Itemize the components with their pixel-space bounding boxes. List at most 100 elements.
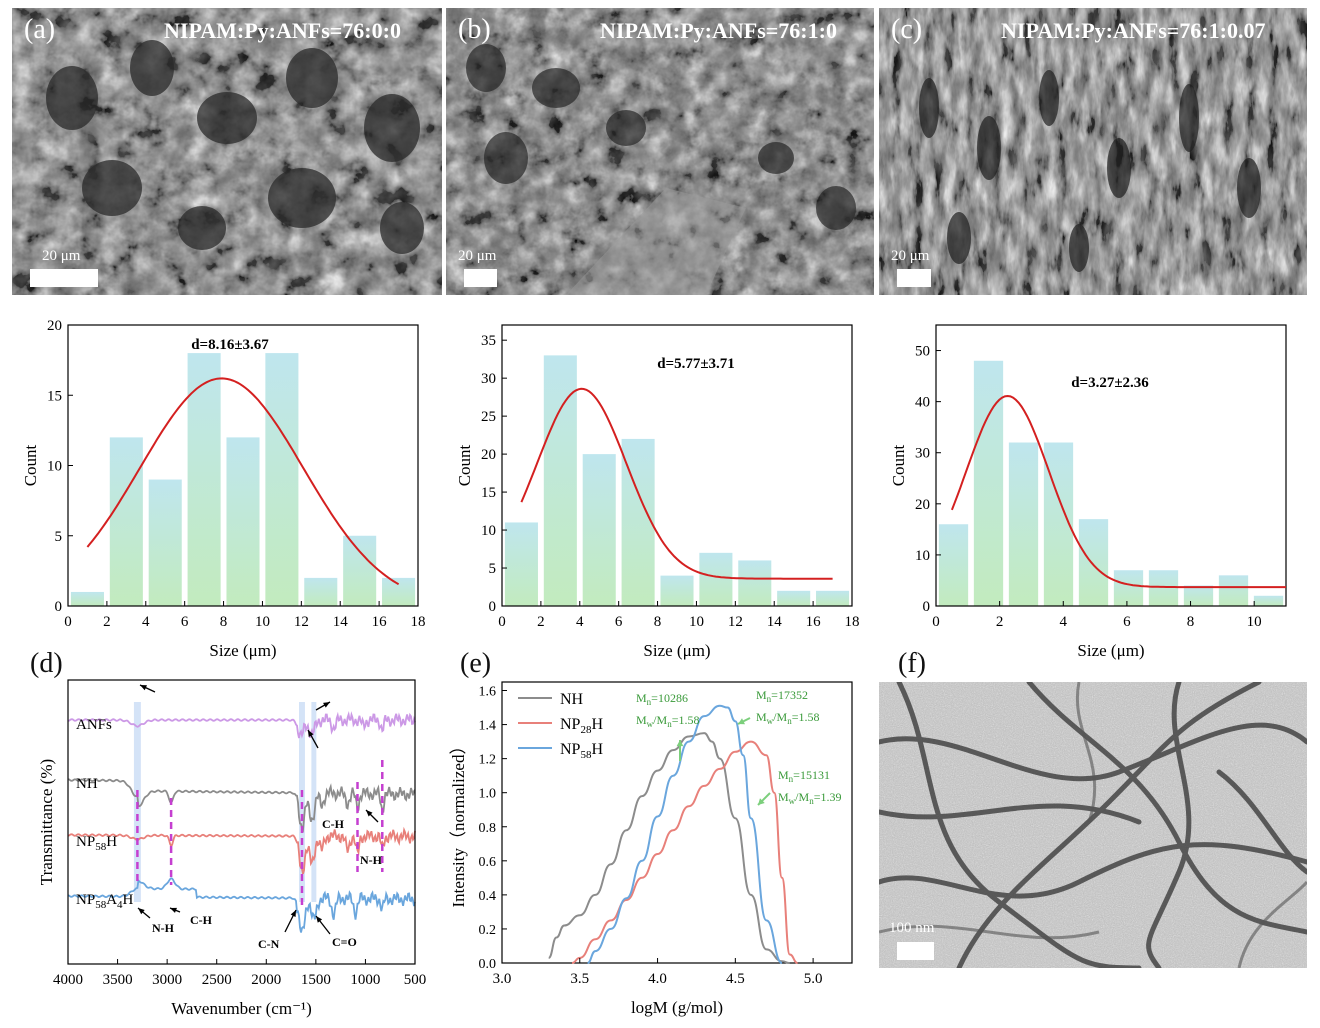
x-axis-label: Size (μm) bbox=[1077, 641, 1144, 660]
arrow-head bbox=[738, 718, 745, 725]
panel-label-f: (f) bbox=[898, 648, 926, 679]
histogram-b: 0 2 4 6 8 10 12 14 16 18 0 5 10 15 20 25 30 35 Size (μm) Co… bbox=[455, 324, 860, 660]
x-tick-label: 10 bbox=[1247, 614, 1262, 630]
panel-label-d: (d) bbox=[30, 648, 63, 679]
arrow-head bbox=[676, 740, 684, 747]
spectrum-line bbox=[67, 826, 416, 875]
pdi-annotation: Mw/Mn=1.39 bbox=[778, 790, 841, 806]
histogram-bar bbox=[382, 577, 416, 606]
histogram-bar bbox=[1148, 570, 1179, 606]
plot-frame bbox=[67, 679, 416, 965]
y-axis-label: Count bbox=[21, 444, 40, 486]
spectrum-line bbox=[67, 877, 416, 933]
x-tick-label: 500 bbox=[404, 972, 427, 988]
x-tick-label: 18 bbox=[845, 614, 860, 630]
histogram-bar bbox=[1253, 595, 1284, 606]
panel-title-b: NIPAM:Py:ANFs=76:1:0 bbox=[600, 18, 837, 43]
x-axis-label: Wavenumber (cm⁻¹) bbox=[171, 999, 312, 1018]
x-tick-label: 3.5 bbox=[570, 971, 589, 987]
histogram-bar bbox=[1078, 519, 1109, 606]
x-tick-label: 3000 bbox=[152, 972, 182, 988]
arrow-head bbox=[308, 730, 314, 737]
arrow-head bbox=[170, 907, 177, 913]
scale-bar-f bbox=[897, 942, 934, 960]
x-tick-label: 18 bbox=[411, 614, 426, 630]
ftir-chart: 4000 3500 3000 2500 2000 1500 1000 500 Wavenumbe… bbox=[37, 679, 427, 1018]
y-tick-label: 0.0 bbox=[479, 957, 497, 972]
histogram-bar bbox=[1218, 575, 1249, 606]
chart-title: d=5.77±3.71 bbox=[657, 356, 735, 372]
x-tick-label: 4 bbox=[142, 614, 150, 630]
arrow-head bbox=[758, 798, 765, 805]
y-axis-label: Transmittance (%) bbox=[37, 759, 56, 885]
x-tick-label: 8 bbox=[1187, 614, 1195, 630]
x-tick-label: 16 bbox=[806, 614, 822, 630]
spectrum-line bbox=[67, 711, 416, 739]
y-tick-label: 0.8 bbox=[479, 821, 497, 836]
sem-image-b: (b) NIPAM:Py:ANFs=76:1:0 20 μm bbox=[446, 8, 874, 295]
x-tick-label: 4 bbox=[576, 614, 584, 630]
series-label: NP58H bbox=[76, 834, 117, 853]
y-tick-label: 0 bbox=[55, 599, 63, 615]
x-tick-label: 4 bbox=[1060, 614, 1068, 630]
pdi-annotation: Mw/Mn=1.58 bbox=[636, 713, 699, 729]
histogram-a: 0 2 4 6 8 10 12 14 16 18 0 5 10 15 20 Size (μm) Count d=8… bbox=[21, 318, 426, 660]
panel-label-a: (a) bbox=[24, 14, 56, 45]
scale-label-b: 20 μm bbox=[458, 248, 497, 264]
y-tick-label: 50 bbox=[915, 344, 930, 360]
sem-image-c: (c) NIPAM:Py:ANFs=76:1:0.07 20 μm bbox=[879, 8, 1307, 295]
series-label: NH bbox=[76, 776, 98, 792]
sem-texture-c bbox=[879, 8, 1307, 295]
histogram-bar bbox=[265, 353, 299, 606]
y-tick-label: 15 bbox=[47, 388, 62, 404]
x-tick-label: 1500 bbox=[301, 972, 331, 988]
x-tick-label: 10 bbox=[689, 614, 704, 630]
x-tick-label: 0 bbox=[64, 614, 72, 630]
scale-label-a: 20 μm bbox=[42, 248, 81, 264]
y-axis-label: Count bbox=[889, 444, 908, 486]
histogram-bar bbox=[816, 590, 850, 606]
y-tick-label: 30 bbox=[481, 371, 496, 387]
legend-label: NP28H bbox=[560, 716, 603, 736]
histogram-bar bbox=[226, 437, 260, 606]
y-axis-label: Count bbox=[455, 444, 474, 486]
y-tick-label: 10 bbox=[481, 523, 496, 539]
histogram-bar bbox=[504, 522, 538, 606]
sem-texture-b bbox=[446, 8, 874, 295]
gaussian-fit-curve bbox=[950, 394, 1286, 589]
peak-annotation: C-H bbox=[190, 913, 213, 927]
x-tick-label: 10 bbox=[255, 614, 270, 630]
highlight-band bbox=[311, 702, 317, 902]
y-tick-label: 20 bbox=[481, 447, 496, 463]
histogram-bar bbox=[938, 524, 969, 606]
sem-image-a: (a) NIPAM:Py:ANFs=76:0:0 20 μm bbox=[12, 8, 442, 295]
mn-annotation: Mn=15131 bbox=[778, 768, 830, 784]
scale-bar-a bbox=[30, 269, 98, 287]
arrow-head bbox=[366, 810, 373, 817]
y-tick-label: 40 bbox=[915, 395, 930, 411]
histogram-bar bbox=[148, 479, 182, 606]
histogram-bar bbox=[343, 535, 377, 606]
x-tick-label: 2 bbox=[103, 614, 111, 630]
panel-label-e: (e) bbox=[460, 648, 492, 679]
scale-label-f: 100 nm bbox=[889, 920, 935, 936]
histogram-bar bbox=[738, 560, 772, 606]
chart-title: d=8.16±3.67 bbox=[191, 337, 269, 353]
x-axis-label: Size (μm) bbox=[643, 641, 710, 660]
panel-title-a: NIPAM:Py:ANFs=76:0:0 bbox=[164, 18, 401, 43]
x-tick-label: 0 bbox=[932, 614, 940, 630]
x-tick-label: 1000 bbox=[350, 972, 380, 988]
histogram-bar bbox=[1183, 585, 1214, 606]
x-tick-label: 2 bbox=[537, 614, 545, 630]
y-tick-label: 1.0 bbox=[479, 787, 497, 802]
series-label: NP58A4H bbox=[76, 892, 134, 911]
panel-title-c: NIPAM:Py:ANFs=76:1:0.07 bbox=[1001, 18, 1266, 43]
x-tick-label: 2500 bbox=[202, 972, 232, 988]
arrow-head bbox=[138, 908, 145, 915]
x-tick-label: 0 bbox=[498, 614, 506, 630]
y-tick-label: 0 bbox=[923, 599, 931, 615]
arrow-head bbox=[140, 685, 147, 691]
peak-annotation: C=O bbox=[332, 935, 357, 949]
histogram-bar bbox=[187, 353, 221, 606]
spectrum-line bbox=[67, 778, 416, 833]
